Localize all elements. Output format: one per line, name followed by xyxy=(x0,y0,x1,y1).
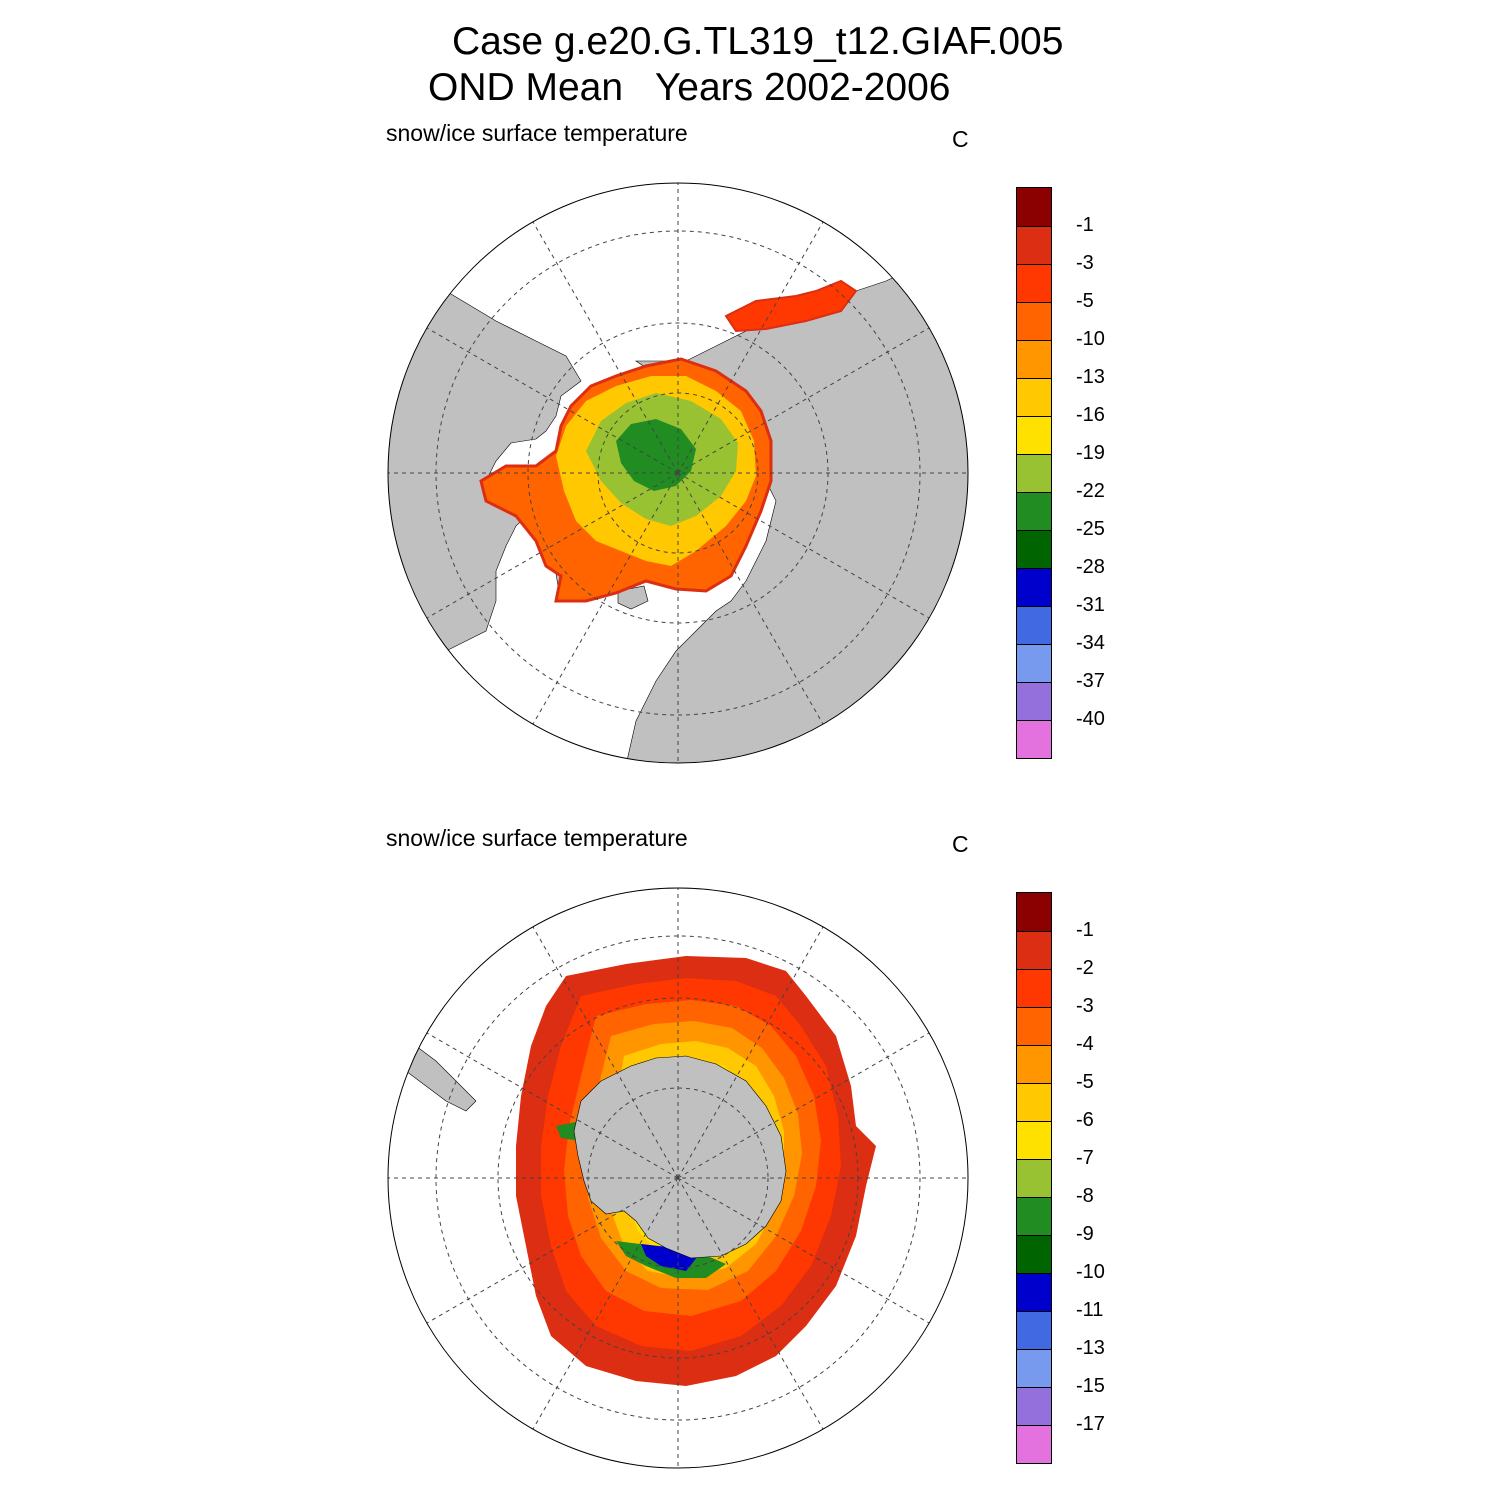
north-colorbar-label: -1 xyxy=(1076,214,1094,236)
south-colorbar-box xyxy=(1017,893,1051,931)
north-colorbar-label: -22 xyxy=(1076,480,1105,502)
north-colorbar-box xyxy=(1017,492,1051,530)
title-period: OND Mean Years 2002-2006 xyxy=(428,66,951,109)
south-colorbar-box xyxy=(1017,1083,1051,1121)
north-colorbar-label: -16 xyxy=(1076,404,1105,426)
south-colorbar-label: -5 xyxy=(1076,1071,1094,1093)
north-colorbar-label: -28 xyxy=(1076,556,1105,578)
north-colorbar-label: -19 xyxy=(1076,442,1105,464)
north-polar-map xyxy=(387,182,969,764)
south-colorbar-box xyxy=(1017,969,1051,1007)
north-colorbar-box xyxy=(1017,720,1051,758)
north-colorbar-box xyxy=(1017,340,1051,378)
south-colorbar-box xyxy=(1017,1121,1051,1159)
north-colorbar-label: -37 xyxy=(1076,670,1105,692)
north-colorbar-label: -3 xyxy=(1076,252,1094,274)
south-colorbar-box xyxy=(1017,931,1051,969)
south-colorbar xyxy=(1016,892,1052,1464)
north-colorbar-labels: -1 -3 -5 -10 -13 -16 -19 -22 -25 -28 -31… xyxy=(1016,187,1136,757)
south-colorbar-label: -13 xyxy=(1076,1337,1105,1359)
north-colorbar-box xyxy=(1017,416,1051,454)
south-colorbar-box xyxy=(1017,1045,1051,1083)
north-colorbar-label: -25 xyxy=(1076,518,1105,540)
north-colorbar-label: -5 xyxy=(1076,290,1094,312)
north-colorbar-box xyxy=(1017,644,1051,682)
south-colorbar-box xyxy=(1017,1311,1051,1349)
north-map-border xyxy=(387,182,969,764)
north-colorbar-box xyxy=(1017,454,1051,492)
north-units-label: C xyxy=(952,126,969,152)
north-colorbar-box xyxy=(1017,606,1051,644)
south-colorbar-labels: -1 -2 -3 -4 -5 -6 -7 -8 -9 -10 -11 -13 -… xyxy=(1016,892,1136,1462)
north-colorbar-box xyxy=(1017,682,1051,720)
title-case: Case g.e20.G.TL319_t12.GIAF.005 xyxy=(452,20,1064,63)
north-colorbar-box xyxy=(1017,264,1051,302)
north-colorbar-box xyxy=(1017,188,1051,226)
south-colorbar-box xyxy=(1017,1159,1051,1197)
south-colorbar-label: -15 xyxy=(1076,1375,1105,1397)
south-colorbar-label: -9 xyxy=(1076,1223,1094,1245)
north-colorbar-label: -13 xyxy=(1076,366,1105,388)
south-colorbar-box xyxy=(1017,1273,1051,1311)
south-colorbar-box xyxy=(1017,1007,1051,1045)
south-colorbar-label: -17 xyxy=(1076,1413,1105,1435)
south-colorbar-label: -11 xyxy=(1076,1299,1104,1321)
south-map-border xyxy=(387,887,969,1469)
north-colorbar-label: -10 xyxy=(1076,328,1105,350)
north-colorbar-box xyxy=(1017,530,1051,568)
south-colorbar-label: -1 xyxy=(1076,919,1094,941)
north-colorbar-box xyxy=(1017,378,1051,416)
south-colorbar-label: -10 xyxy=(1076,1261,1105,1283)
south-colorbar-label: -8 xyxy=(1076,1185,1094,1207)
north-colorbar-label: -34 xyxy=(1076,632,1105,654)
south-variable-label: snow/ice surface temperature xyxy=(386,825,688,851)
north-colorbar-box xyxy=(1017,226,1051,264)
north-variable-label: snow/ice surface temperature xyxy=(386,120,688,146)
north-colorbar-label: -31 xyxy=(1076,594,1105,616)
south-colorbar-label: -4 xyxy=(1076,1033,1094,1055)
south-colorbar-box xyxy=(1017,1387,1051,1425)
south-colorbar-label: -2 xyxy=(1076,957,1094,979)
south-colorbar-label: -6 xyxy=(1076,1109,1094,1131)
south-graticule xyxy=(388,888,968,1468)
north-colorbar-box xyxy=(1017,568,1051,606)
south-units-label: C xyxy=(952,831,969,857)
south-colorbar-box xyxy=(1017,1197,1051,1235)
south-polar-map xyxy=(387,887,969,1469)
north-colorbar-box xyxy=(1017,302,1051,340)
north-graticule xyxy=(388,183,968,763)
south-colorbar-label: -3 xyxy=(1076,995,1094,1017)
south-colorbar-box xyxy=(1017,1349,1051,1387)
north-ice-okhotsk xyxy=(724,279,858,333)
north-land-iceland xyxy=(617,585,649,610)
south-ice-ross-coldest xyxy=(641,1244,698,1271)
north-colorbar-label: -40 xyxy=(1076,708,1105,730)
south-colorbar-label: -7 xyxy=(1076,1147,1094,1169)
south-colorbar-box xyxy=(1017,1235,1051,1273)
north-colorbar xyxy=(1016,187,1052,759)
south-colorbar-box xyxy=(1017,1425,1051,1463)
